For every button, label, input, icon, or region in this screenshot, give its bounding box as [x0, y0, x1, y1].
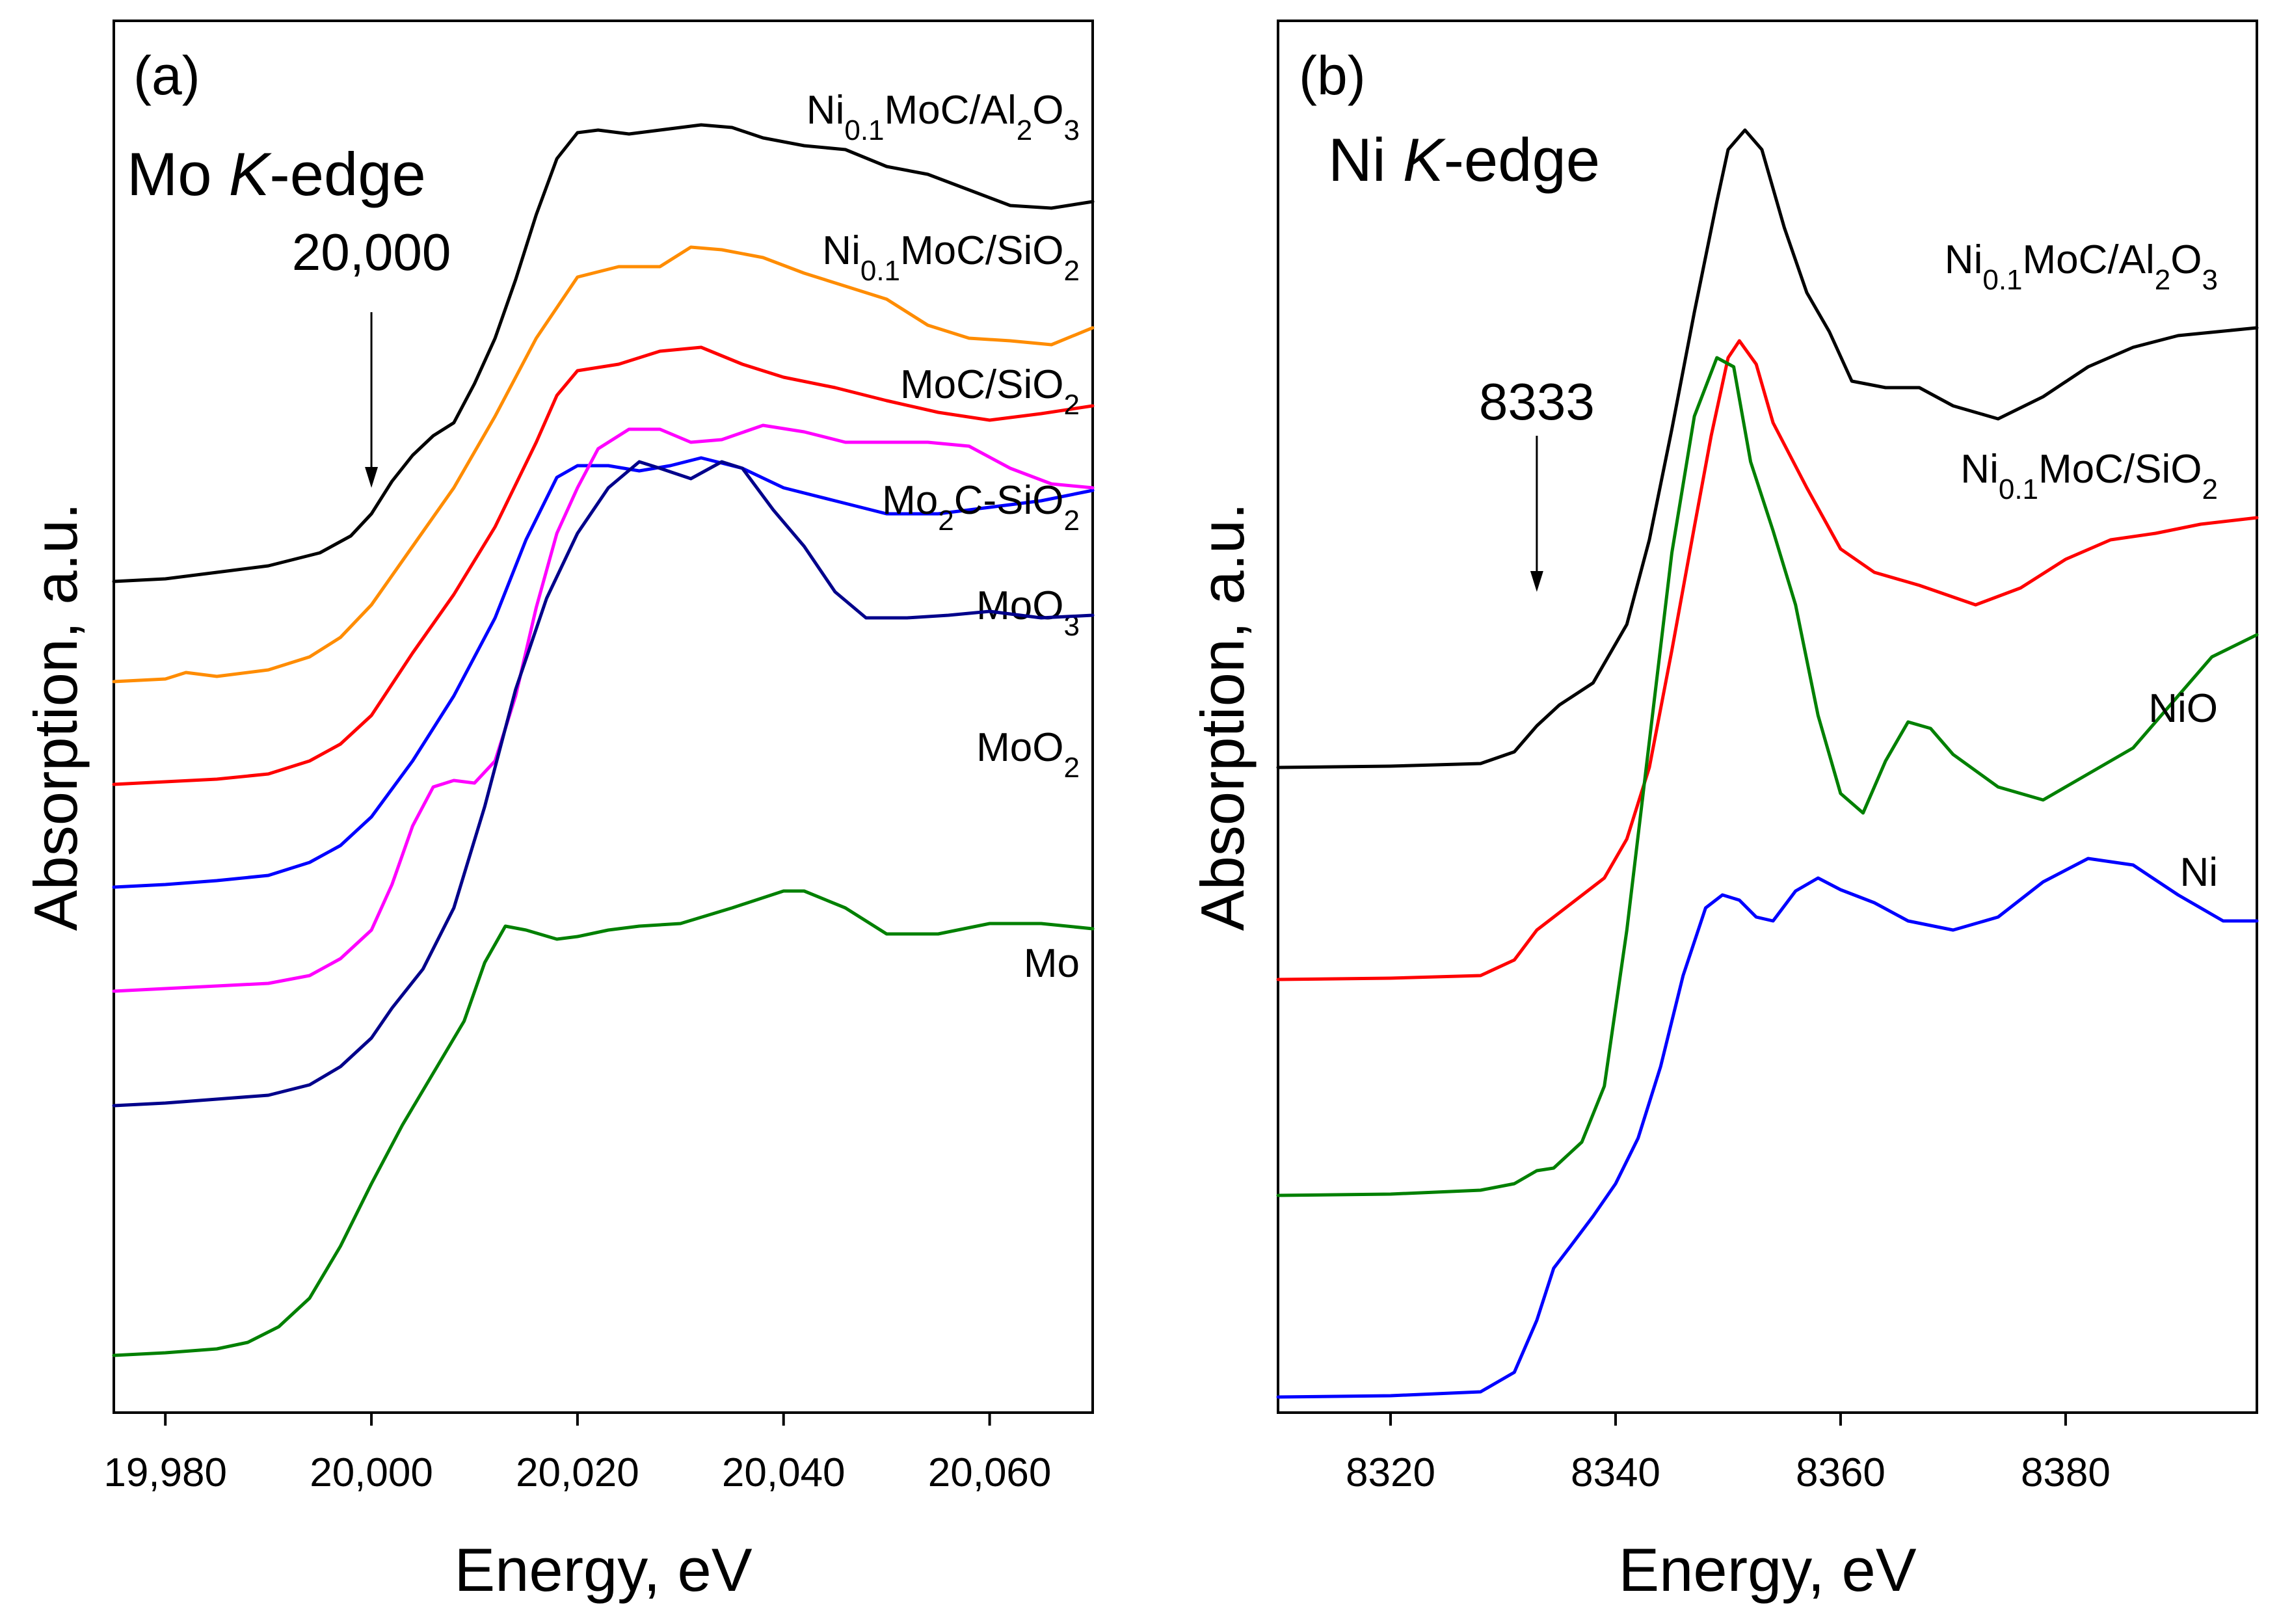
panel-b-x-tick-label: 8380: [2021, 1450, 2111, 1495]
panel-a-series-label-moc-sio2: MoC/SiO2: [900, 362, 1080, 421]
panel-a-chart: 19,980 20,000 20,020 20,040 20,060 Energy, eV…: [21, 20, 1095, 1604]
panel-b-series-line-ni: [1276, 857, 2259, 1399]
panel-b-chart: 8320 8340 8360 8380 Energy, eV Absorption, a.…: [1188, 20, 2259, 1604]
panel-a-edge-title: Mo K-edge: [127, 140, 426, 208]
panel-b-y-axis-title: Absorption, a.u.: [1188, 503, 1257, 931]
panel-a-series-line-moc-sio2: [112, 345, 1095, 786]
panel-b-x-tick-label: 8320: [1346, 1450, 1435, 1495]
panel-b-panel-label: (b): [1299, 45, 1366, 106]
panel-b-series-label-ni0-1moc-sio2: Ni0.1MoC/SiO2: [1960, 447, 2218, 505]
panel-a-x-axis-title: Energy, eV: [454, 1536, 752, 1604]
panel-a-series-line-moo2: [112, 460, 1095, 1108]
panel-a-plot-frame: [113, 20, 1094, 1414]
panel-b-x-tick-label: 8340: [1571, 1450, 1660, 1495]
panel-a-x-tick-label: 20,060: [928, 1450, 1052, 1495]
panel-a-x-tick-label: 20,000: [310, 1450, 433, 1495]
panel-a-y-axis-title: Absorption, a.u.: [21, 503, 90, 931]
panel-a-series-line-mo: [112, 889, 1095, 1357]
panel-b-series-label-ni: Ni: [2179, 850, 2218, 895]
panel-a-series-line-ni0-1moc-al2o3: [112, 123, 1095, 583]
panel-b-series-label-nio: NiO: [2148, 686, 2218, 731]
panel-b-arrow-label: 8333: [1479, 373, 1595, 431]
panel-a-series-line-mo2c-sio2: [112, 456, 1095, 889]
panel-b-series-label-ni0-1moc-al2o3: Ni0.1MoC/Al2O3: [1945, 237, 2218, 296]
panel-a-series-label-ni0-1moc-sio2: Ni0.1MoC/SiO2: [822, 228, 1080, 287]
panel-a-series-line-moo3: [112, 423, 1095, 993]
panel-b-series-line-nio: [1276, 356, 2259, 1197]
panel-a-series-line-ni0-1moc-sio2: [112, 245, 1095, 684]
panel-b-series-line-ni0-1moc-sio2: [1276, 339, 2259, 981]
panel-a-panel-label: (a): [133, 45, 200, 106]
panel-a-series-label-mo: Mo: [1024, 941, 1080, 986]
panel-b-edge-title: Ni K-edge: [1328, 126, 1600, 194]
panel-b-plot-frame: [1277, 20, 2258, 1414]
panel-a-x-tick-label: 19,980: [103, 1450, 227, 1495]
panel-a-series-label-moo2: MoO2: [976, 725, 1080, 784]
panel-a-arrow-label: 20,000: [292, 223, 451, 281]
panel-a-series-label-ni0-1moc-al2o3: Ni0.1MoC/Al2O3: [806, 88, 1080, 146]
panel-b-series-line-ni0-1moc-al2o3: [1276, 128, 2259, 769]
panel-a-arrow-head: [365, 467, 379, 488]
panel-a-x-tick-label: 20,020: [516, 1450, 639, 1495]
panel-b-x-axis-title: Energy, eV: [1618, 1536, 1916, 1604]
panel-b-x-tick-label: 8360: [1796, 1450, 1886, 1495]
panel-b-arrow-head: [1530, 571, 1543, 592]
panel-a-series-label-mo2c-sio2: Mo2C-SiO2: [882, 478, 1080, 537]
panel-a-x-tick-label: 20,040: [722, 1450, 846, 1495]
